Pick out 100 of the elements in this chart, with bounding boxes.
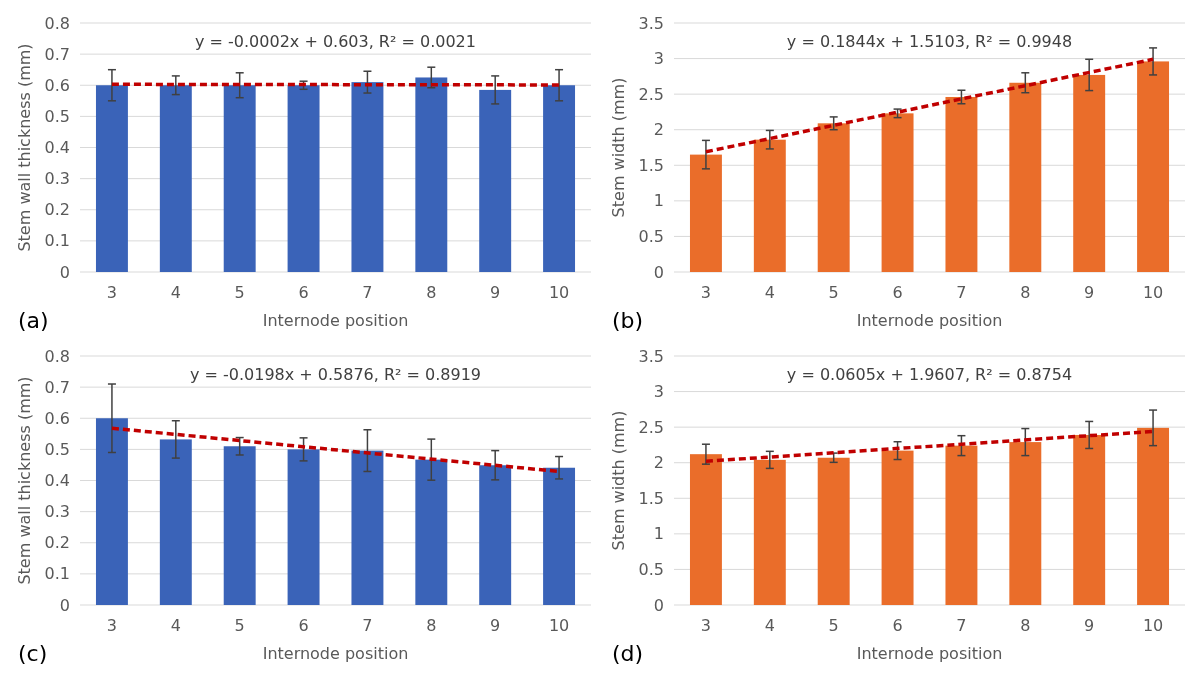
text: (b) [612, 308, 644, 333]
bar [415, 77, 448, 272]
y-tick-label: 0.5 [44, 106, 70, 126]
x-tick-label: 3 [106, 283, 118, 302]
y-tick-label: 0.2 [44, 200, 70, 220]
bar [287, 449, 320, 605]
bar [881, 113, 914, 272]
bar [1137, 427, 1170, 605]
x-tick-label: 6 [892, 283, 903, 302]
x-axis-title: Internode position [856, 311, 1003, 330]
x-tick-label: 5 [828, 283, 839, 302]
y-tick-label: 0.4 [44, 471, 70, 491]
x-tick-label: 3 [700, 616, 712, 635]
y-tick-label: 2.5 [638, 84, 664, 104]
bar [1073, 74, 1106, 272]
y-tick-label: 0.4 [44, 138, 70, 158]
x-tick-label: 8 [1020, 616, 1031, 635]
x-tick-label: 8 [426, 283, 437, 302]
y-tick-label: 0 [653, 262, 664, 282]
bar [1009, 442, 1042, 605]
bar [881, 450, 914, 605]
bar [351, 82, 384, 272]
y-tick-label: 1 [653, 524, 664, 544]
y-tick-label: 0.7 [44, 377, 70, 397]
y-tick-label: 0.3 [44, 169, 70, 189]
x-tick-label: 3 [700, 283, 712, 302]
text: (a) [18, 308, 49, 333]
bar [95, 418, 128, 605]
x-tick-label: 6 [892, 616, 903, 635]
bar [1137, 61, 1170, 272]
bar [753, 459, 786, 605]
y-tick-label: 0.1 [44, 231, 70, 251]
x-axis-title: Internode position [262, 644, 409, 663]
x-axis-title: Internode position [856, 644, 1003, 663]
x-tick-label: 9 [490, 283, 501, 302]
bar [351, 450, 384, 605]
y-tick-label: 0 [59, 262, 70, 282]
text: (c) [18, 641, 48, 666]
annotation: y = -0.0198x + 0.5876, R² = 0.8919 [189, 365, 482, 384]
bar [479, 465, 512, 605]
y-tick-label: 3.5 [638, 13, 664, 33]
y-tick-label: 0.3 [44, 502, 70, 522]
x-tick-label: 3 [106, 616, 118, 635]
x-axis-title: Internode position [262, 311, 409, 330]
bar [689, 454, 722, 605]
y-tick-label: 0.6 [44, 75, 70, 95]
annotation: y = -0.0002x + 0.603, R² = 0.0021 [195, 32, 476, 51]
y-axis-title: Stem wall thickness (mm) [15, 43, 34, 252]
x-tick-label: 7 [362, 616, 373, 635]
x-tick-label: 9 [490, 616, 501, 635]
bar [945, 96, 978, 272]
x-tick-label: 4 [170, 616, 181, 635]
y-tick-label: 1.5 [638, 488, 664, 508]
bar [817, 123, 850, 272]
x-tick-label: 7 [362, 283, 373, 302]
text: (d) [612, 641, 644, 666]
x-tick-label: 7 [956, 283, 967, 302]
y-tick-label: 0.5 [638, 227, 664, 247]
y-tick-label: 0.8 [44, 13, 70, 33]
y-tick-label: 0.5 [638, 560, 664, 580]
bar [159, 439, 192, 605]
y-axis-title: Stem width (mm) [609, 77, 628, 218]
bar [223, 446, 256, 605]
x-tick-label: 5 [234, 616, 245, 635]
y-tick-label: 2 [653, 453, 664, 473]
bar [543, 85, 576, 272]
y-tick-label: 2.5 [638, 417, 664, 437]
y-tick-label: 0 [59, 595, 70, 615]
bar [415, 459, 448, 605]
bar [945, 445, 978, 605]
x-tick-label: 4 [170, 283, 181, 302]
y-tick-label: 0.1 [44, 564, 70, 584]
x-tick-label: 4 [764, 283, 775, 302]
x-tick-label: 10 [1142, 283, 1164, 302]
bar [479, 89, 512, 272]
bar [689, 154, 722, 272]
y-axis-title: Stem wall thickness (mm) [15, 376, 34, 585]
bar [159, 85, 192, 272]
annotation: y = 0.1844x + 1.5103, R² = 0.9948 [786, 32, 1073, 51]
annotation: y = 0.0605x + 1.9607, R² = 0.8754 [786, 365, 1073, 384]
bar [753, 139, 786, 272]
y-tick-label: 0 [653, 595, 664, 615]
y-tick-label: 1.5 [638, 155, 664, 175]
x-tick-label: 7 [956, 616, 967, 635]
bar [95, 85, 128, 272]
x-tick-label: 6 [298, 616, 309, 635]
x-tick-label: 8 [426, 616, 437, 635]
y-tick-label: 2 [653, 120, 664, 140]
x-tick-label: 8 [1020, 283, 1031, 302]
x-tick-label: 9 [1084, 616, 1095, 635]
bar [1073, 434, 1106, 605]
bar [1009, 82, 1042, 272]
y-tick-label: 0.2 [44, 533, 70, 553]
y-tick-label: 3.5 [638, 346, 664, 366]
x-tick-label: 6 [298, 283, 309, 302]
bar [817, 457, 850, 605]
x-tick-label: 5 [828, 616, 839, 635]
x-tick-label: 10 [1142, 616, 1164, 635]
y-tick-label: 3 [653, 49, 664, 69]
bar [543, 467, 576, 605]
